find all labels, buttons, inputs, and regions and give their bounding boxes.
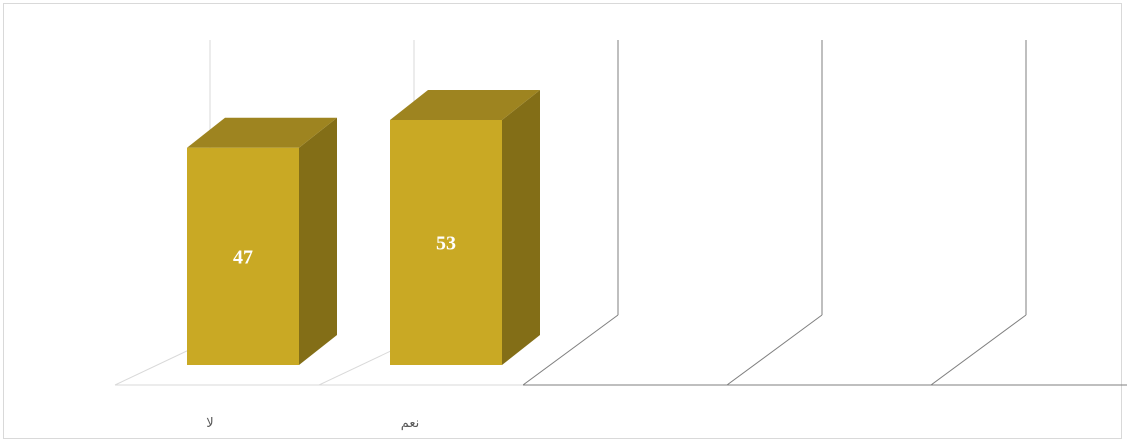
bar-top	[187, 117, 337, 148]
bar-side	[299, 117, 337, 366]
bar-top	[390, 90, 540, 120]
chart-frame	[3, 3, 1122, 439]
floor-diagonal	[522, 314, 619, 386]
data-label: 47	[233, 246, 253, 268]
data-label: 53	[436, 233, 456, 255]
category-label: نعم	[401, 416, 420, 431]
bar-front	[390, 120, 502, 365]
floor-diagonal	[930, 314, 1027, 386]
floor-diagonal	[726, 314, 823, 386]
category-label: لا	[206, 416, 213, 431]
bar-side	[502, 90, 540, 365]
bar-front	[187, 147, 299, 365]
